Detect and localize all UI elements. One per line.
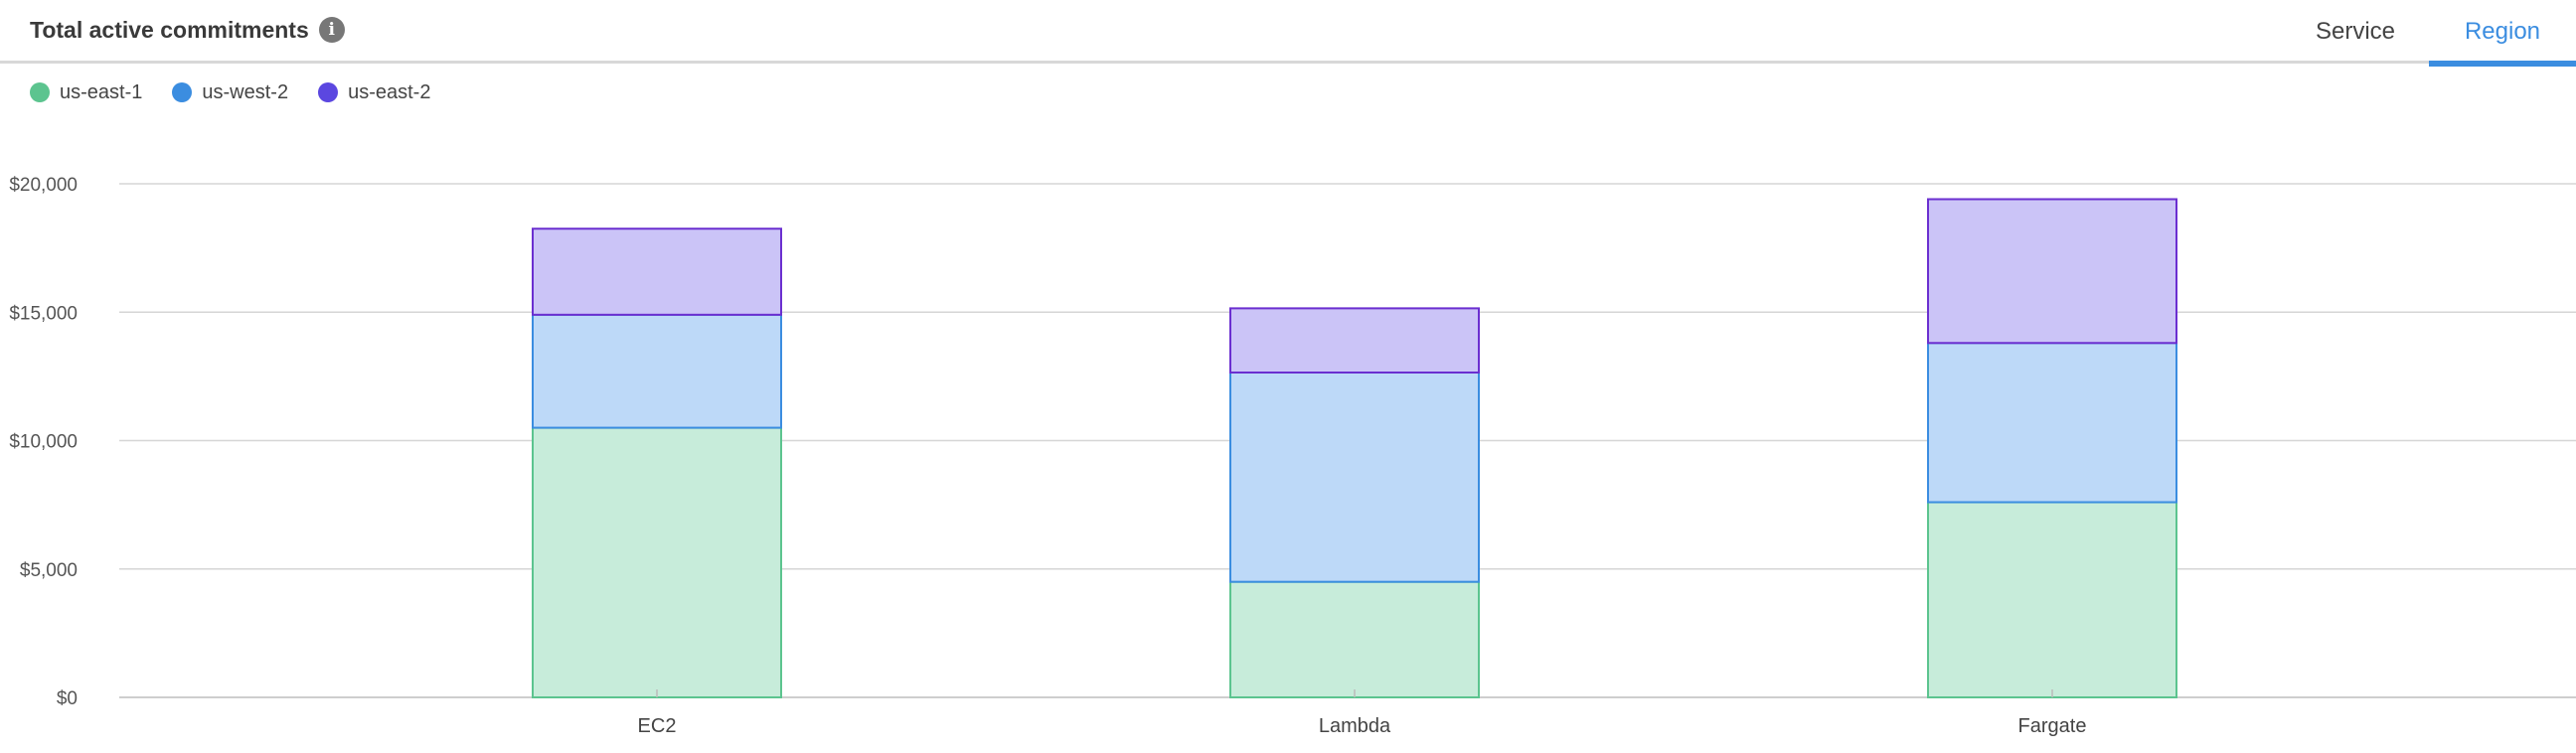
legend-item-us-east-2[interactable]: us-east-2 (318, 81, 430, 104)
y-tick-label: $10,000 (9, 432, 78, 453)
x-tick-label: EC2 (638, 715, 677, 737)
bar-lambda-us-east-1[interactable] (1229, 580, 1480, 698)
bar-fargate-us-west-2[interactable] (1927, 342, 2177, 504)
bar-lambda-us-east-2[interactable] (1229, 307, 1480, 374)
tab-region[interactable]: Region (2429, 0, 2576, 67)
bar-ec2-us-east-2[interactable] (532, 227, 782, 316)
title-wrap: Total active commitments i (30, 10, 345, 50)
bar-fargate-us-east-1[interactable] (1927, 501, 2177, 699)
bar-ec2-us-east-1[interactable] (532, 426, 782, 698)
y-tick-label: $5,000 (20, 560, 78, 581)
legend-item-us-west-2[interactable]: us-west-2 (172, 81, 288, 104)
legend-item-us-east-1[interactable]: us-east-1 (30, 81, 142, 104)
x-tick-label: Lambda (1319, 715, 1391, 737)
x-tick-label: Fargate (2018, 715, 2087, 737)
legend-label-us-east-1: us-east-1 (60, 80, 143, 103)
y-tick-label: $15,000 (9, 303, 78, 324)
info-icon[interactable]: i (318, 17, 345, 43)
y-tick-label: $0 (57, 688, 78, 709)
y-tick-label: $20,000 (9, 175, 78, 196)
legend-label-us-east-2: us-east-2 (348, 80, 431, 103)
legend-dot-us-east-2 (318, 82, 339, 102)
chart-header: Total active commitments i Service Regio… (0, 0, 2576, 67)
chart-title: Total active commitments (30, 16, 309, 43)
tab-service[interactable]: Service (2315, 18, 2396, 45)
legend-dot-us-east-1 (30, 82, 50, 102)
legend-dot-us-west-2 (172, 82, 193, 102)
stacked-bar-chart: $0 $5,000 $10,000 $15,000 $20,000 EC2 Lambda Fa… (9, 175, 2576, 737)
bar-ec2-us-west-2[interactable] (532, 313, 782, 429)
legend-label-us-west-2: us-west-2 (202, 80, 289, 103)
chart-legend: us-east-1 us-west-2 us-east-2 (30, 77, 460, 107)
bar-lambda-us-west-2[interactable] (1229, 371, 1480, 583)
view-tabs: Service Region (2282, 0, 2576, 67)
bar-fargate-us-east-2[interactable] (1927, 198, 2177, 345)
